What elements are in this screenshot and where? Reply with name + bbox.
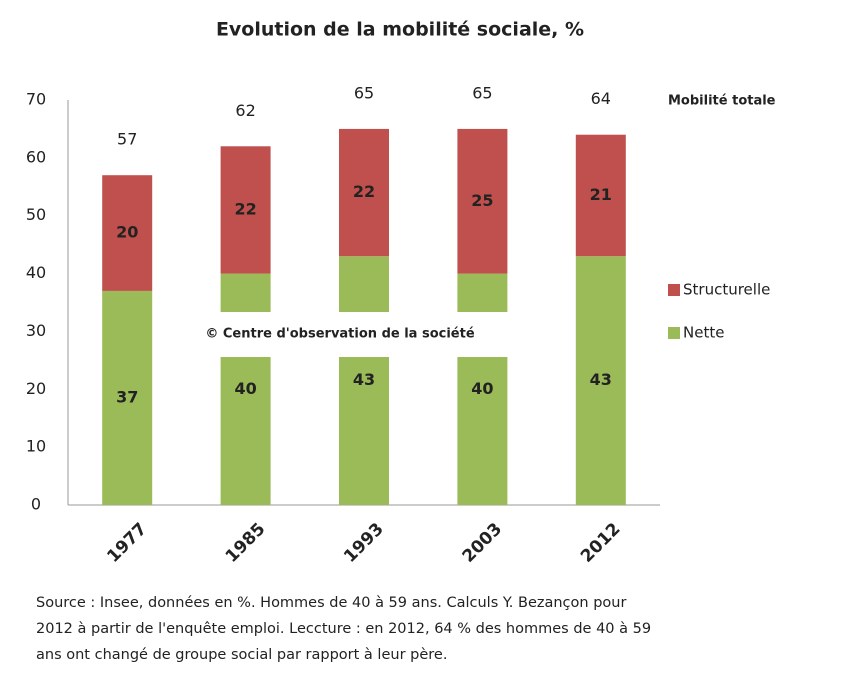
total-label: 64 — [591, 89, 611, 108]
data-label: 43 — [590, 370, 612, 389]
totals-label: Mobilité totale — [668, 94, 776, 109]
legend-label: Nette — [683, 324, 724, 342]
y-tick-label: 20 — [26, 379, 46, 398]
total-label: 57 — [117, 130, 137, 149]
chart-title: Evolution de la mobilité sociale, % — [216, 19, 584, 41]
bar-segment — [575, 134, 626, 257]
x-tick-label: 2003 — [459, 519, 507, 567]
x-tick-label: 1985 — [222, 519, 270, 567]
x-tick-label: 2012 — [577, 519, 625, 567]
annotation-bg — [172, 312, 522, 357]
source-line: 2012 à partir de l'enquête emploi. Lecct… — [36, 621, 651, 637]
data-label: 20 — [116, 223, 138, 242]
data-label: 37 — [116, 387, 138, 406]
x-tick-label: 1993 — [340, 519, 388, 567]
bar-segment — [457, 128, 508, 274]
bar-segment — [102, 175, 153, 291]
data-label: 40 — [234, 379, 256, 398]
bar-segment — [575, 256, 626, 505]
source-line: ans ont changé de groupe social par rapp… — [36, 647, 447, 663]
total-label: 62 — [235, 101, 255, 120]
source-line: Source : Insee, données en %. Hommes de … — [36, 595, 626, 611]
y-tick-label: 60 — [26, 147, 46, 166]
y-tick-label: 40 — [26, 263, 46, 282]
y-tick-label: 50 — [26, 205, 46, 224]
y-tick-label: 0 — [31, 495, 41, 514]
data-label: 22 — [234, 199, 256, 218]
bar-segment — [220, 146, 271, 274]
total-label: 65 — [354, 83, 374, 102]
x-tick-label: 1977 — [103, 519, 151, 567]
data-label: 40 — [471, 379, 493, 398]
data-label: 25 — [471, 191, 493, 210]
data-label: 22 — [353, 182, 375, 201]
data-label: 21 — [590, 185, 612, 204]
annotation: © Centre d'observation de la société — [205, 327, 474, 342]
y-tick-label: 30 — [26, 321, 46, 340]
bar-segment — [102, 290, 153, 505]
bar-segment — [339, 128, 389, 257]
legend-label: Structurelle — [683, 281, 770, 299]
legend-swatch — [668, 284, 680, 296]
y-tick-label: 10 — [26, 437, 46, 456]
data-label: 43 — [353, 370, 375, 389]
bar-segment — [339, 256, 389, 505]
y-tick-label: 70 — [26, 90, 46, 109]
total-label: 65 — [472, 83, 492, 102]
legend-swatch — [668, 327, 680, 339]
